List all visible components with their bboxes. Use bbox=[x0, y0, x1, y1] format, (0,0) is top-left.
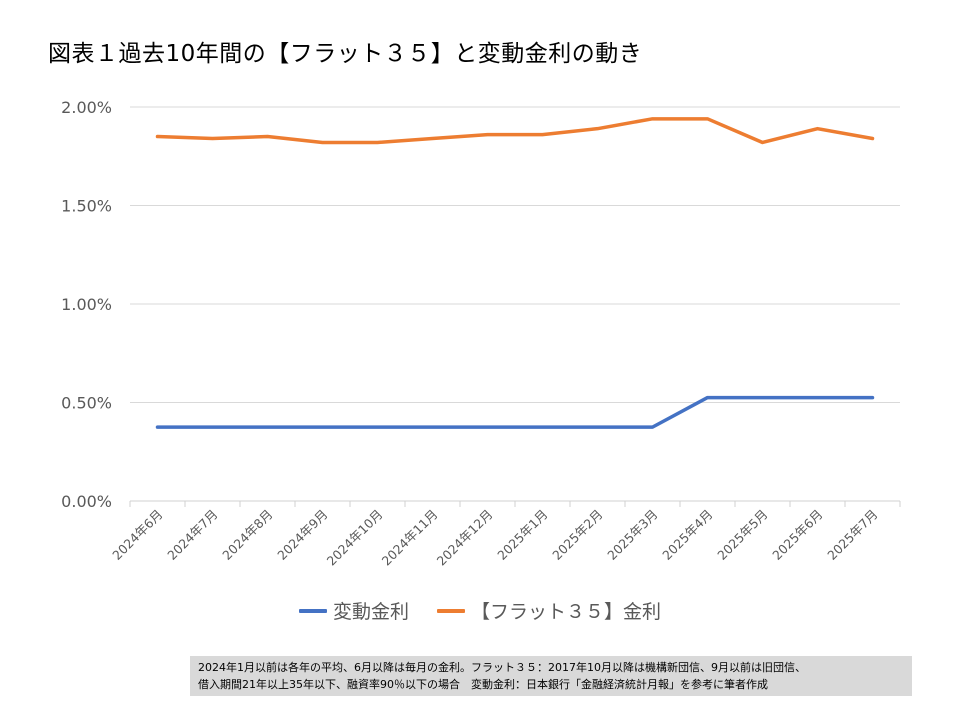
data-point-floating-rate bbox=[486, 425, 489, 429]
data-point-floating-rate bbox=[321, 425, 324, 429]
data-point-flat35-rate bbox=[486, 133, 489, 136]
footnote-line-1: 2024年1月以前は各年の平均、6月以降は毎月の金利。フラット３５：2017年1… bbox=[198, 661, 806, 674]
y-tick-label: 1.50% bbox=[61, 197, 112, 216]
x-tick-label: 2025年4月 bbox=[659, 507, 715, 563]
y-tick-label: 0.50% bbox=[61, 394, 112, 413]
x-tick-label: 2024年12月 bbox=[434, 507, 496, 569]
data-point-floating-rate bbox=[266, 425, 269, 429]
legend-label-flat35-rate: 【フラット３５】金利 bbox=[471, 601, 662, 623]
footnote-line-2: 借入期間21年以上35年以下、融資率90％以下の場合 変動金利：日本銀行「金融経… bbox=[198, 678, 768, 691]
legend-swatch-flat35-rate bbox=[437, 608, 465, 613]
x-tick-label: 2025年7月 bbox=[824, 507, 880, 563]
data-point-floating-rate bbox=[871, 396, 874, 399]
x-tick-label: 2024年9月 bbox=[274, 507, 330, 563]
data-point-flat35-rate bbox=[706, 117, 709, 121]
legend-label-floating-rate: 変動金利 bbox=[332, 601, 409, 623]
data-point-floating-rate bbox=[376, 425, 379, 429]
data-point-flat35-rate bbox=[871, 137, 874, 140]
chart-legend: 変動金利 【フラット３５】金利 bbox=[0, 597, 960, 624]
data-point-flat35-rate bbox=[211, 137, 214, 140]
legend-swatch-floating-rate bbox=[298, 608, 327, 613]
y-tick-label: 1.00% bbox=[61, 295, 112, 314]
series-line-flat35-rate bbox=[155, 117, 875, 145]
data-point-floating-rate bbox=[211, 425, 214, 429]
source-footnote: 2024年1月以前は各年の平均、6月以降は毎月の金利。フラット３５：2017年1… bbox=[190, 656, 912, 696]
data-point-flat35-rate bbox=[541, 133, 544, 136]
data-point-flat35-rate bbox=[266, 135, 269, 138]
data-point-floating-rate bbox=[541, 425, 544, 429]
x-tick-label: 2025年1月 bbox=[494, 507, 550, 563]
data-point-floating-rate bbox=[651, 425, 654, 429]
data-point-floating-rate bbox=[706, 396, 709, 399]
data-point-flat35-rate bbox=[431, 137, 434, 140]
x-tick-label: 2025年5月 bbox=[714, 507, 770, 563]
data-point-floating-rate bbox=[156, 425, 159, 429]
y-tick-label: 2.00% bbox=[61, 98, 112, 117]
x-tick-label: 2024年7月 bbox=[164, 507, 220, 563]
data-point-flat35-rate bbox=[596, 127, 599, 130]
x-tick-label: 2025年6月 bbox=[769, 507, 825, 563]
data-point-floating-rate bbox=[816, 396, 819, 399]
x-tick-label: 2024年11月 bbox=[379, 507, 441, 569]
chart-title: 図表１過去10年間の【フラット３５】と変動金利の動き bbox=[48, 41, 643, 67]
data-point-flat35-rate bbox=[321, 141, 324, 144]
data-point-flat35-rate bbox=[761, 141, 764, 144]
data-point-flat35-rate bbox=[376, 141, 379, 144]
legend-item-flat35-rate: 【フラット３５】金利 bbox=[437, 597, 661, 624]
data-point-flat35-rate bbox=[156, 135, 159, 138]
legend-item-floating-rate: 変動金利 bbox=[298, 597, 409, 624]
x-tick-label: 2024年10月 bbox=[324, 507, 386, 569]
x-tick-label: 2024年8月 bbox=[219, 507, 275, 563]
data-point-floating-rate bbox=[431, 425, 434, 429]
data-point-floating-rate bbox=[596, 425, 599, 429]
x-tick-label: 2024年6月 bbox=[109, 507, 165, 563]
x-tick-label: 2025年3月 bbox=[604, 507, 660, 563]
line-chart: 2.00%1.50%1.00%0.50%0.00%2024年6月2024年7月2… bbox=[61, 98, 901, 569]
series-line-floating-rate bbox=[155, 395, 875, 429]
data-point-flat35-rate bbox=[651, 117, 654, 121]
x-tick-label: 2025年2月 bbox=[549, 507, 605, 563]
data-point-floating-rate bbox=[761, 396, 764, 399]
data-point-flat35-rate bbox=[816, 127, 819, 130]
y-tick-label: 0.00% bbox=[61, 492, 112, 511]
